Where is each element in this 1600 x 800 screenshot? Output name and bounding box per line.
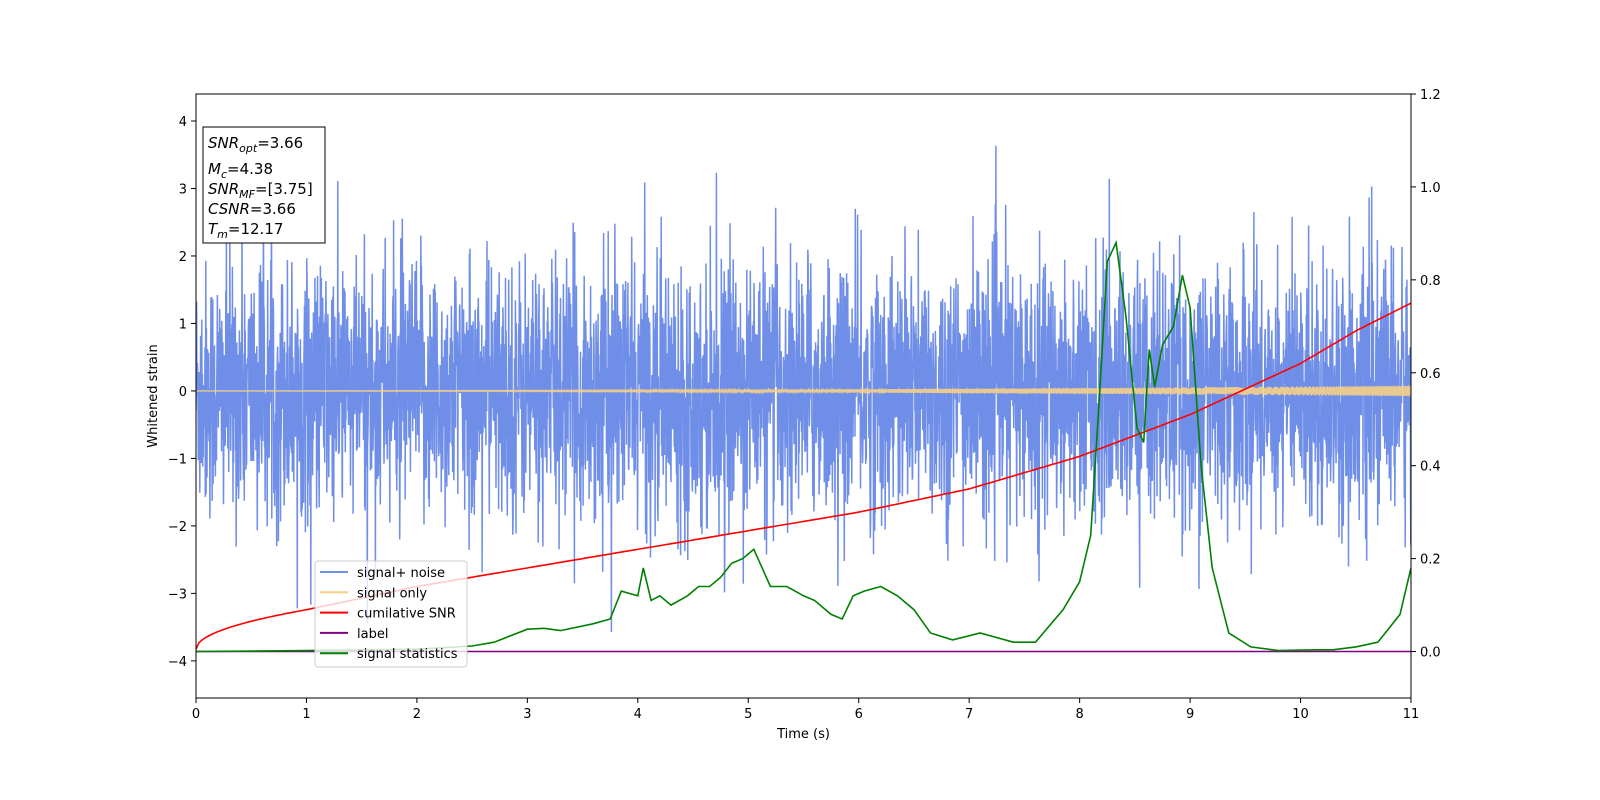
x-tick-label: 9 (1186, 707, 1194, 722)
y-left-tick-label: −1 (168, 452, 187, 467)
x-axis-label: Time (s) (776, 727, 830, 742)
y-left-tick-label: 2 (179, 250, 187, 265)
y-left-tick-label: −2 (168, 520, 187, 535)
plot-frame (195, 93, 1412, 699)
y-left-tick-label: 4 (179, 115, 187, 130)
x-tick-label: 7 (965, 707, 973, 722)
annotation-box-frame (202, 126, 326, 244)
x-tick-label: 1 (302, 707, 310, 722)
legend-label: signal only (357, 586, 427, 601)
x-tick-label: 6 (855, 707, 863, 722)
axes: 0 1 2 3 4 5 6 7 8 9 10 1143210−1−2−3−41.21.00.80.60… (146, 88, 1441, 742)
legend-label: signal statistics (357, 647, 458, 662)
x-tick-label: 10 (1292, 707, 1309, 722)
y-left-tick-label: 3 (179, 182, 187, 197)
legend: signal+ noise signal only cumilative SNR la… (314, 560, 468, 668)
x-tick-label: 8 (1075, 707, 1083, 722)
x-tick-label: 2 (413, 707, 421, 722)
x-tick-label: 3 (523, 707, 531, 722)
legend-label: cumilative SNR (357, 607, 456, 622)
annotation-line: Mc=4.38 (208, 160, 273, 181)
annotation-line: SNRopt=3.66 (208, 134, 303, 155)
x-tick-label: 5 (744, 707, 752, 722)
annotation-line: CSNR=3.66 (208, 200, 296, 218)
y-axis-label: Whitened strain (146, 344, 161, 447)
series-signal-noise-line (196, 145, 1411, 633)
x-tick-label: 11 (1403, 707, 1420, 722)
y-left-tick-label: 1 (179, 317, 187, 332)
legend-label: label (357, 627, 388, 642)
y-right-tick-label: 0.2 (1420, 553, 1441, 568)
y-right-tick-label: 1.0 (1420, 181, 1441, 196)
annotation-line: SNRMF=[3.75] (208, 180, 313, 201)
y-right-tick-label: 1.2 (1420, 88, 1441, 103)
x-tick-label: 4 (634, 707, 642, 722)
series-signal-statistics-line (196, 239, 1411, 653)
y-right-tick-label: 0.4 (1420, 460, 1441, 475)
y-left-tick-label: 0 (179, 385, 187, 400)
y-right-tick-label: 0.8 (1420, 274, 1441, 289)
legend-frame (314, 560, 468, 668)
y-left-tick-label: −3 (168, 587, 187, 602)
y-right-tick-label: 0.0 (1420, 646, 1441, 661)
series-signal-only-line (196, 385, 1411, 397)
y-left-tick-label: −4 (168, 655, 187, 670)
x-tick-label: 0 (192, 707, 200, 722)
legend-label: signal+ noise (357, 566, 445, 581)
annotation-line: Tm=12.17 (208, 220, 283, 241)
y-right-tick-label: 0.6 (1420, 367, 1441, 382)
